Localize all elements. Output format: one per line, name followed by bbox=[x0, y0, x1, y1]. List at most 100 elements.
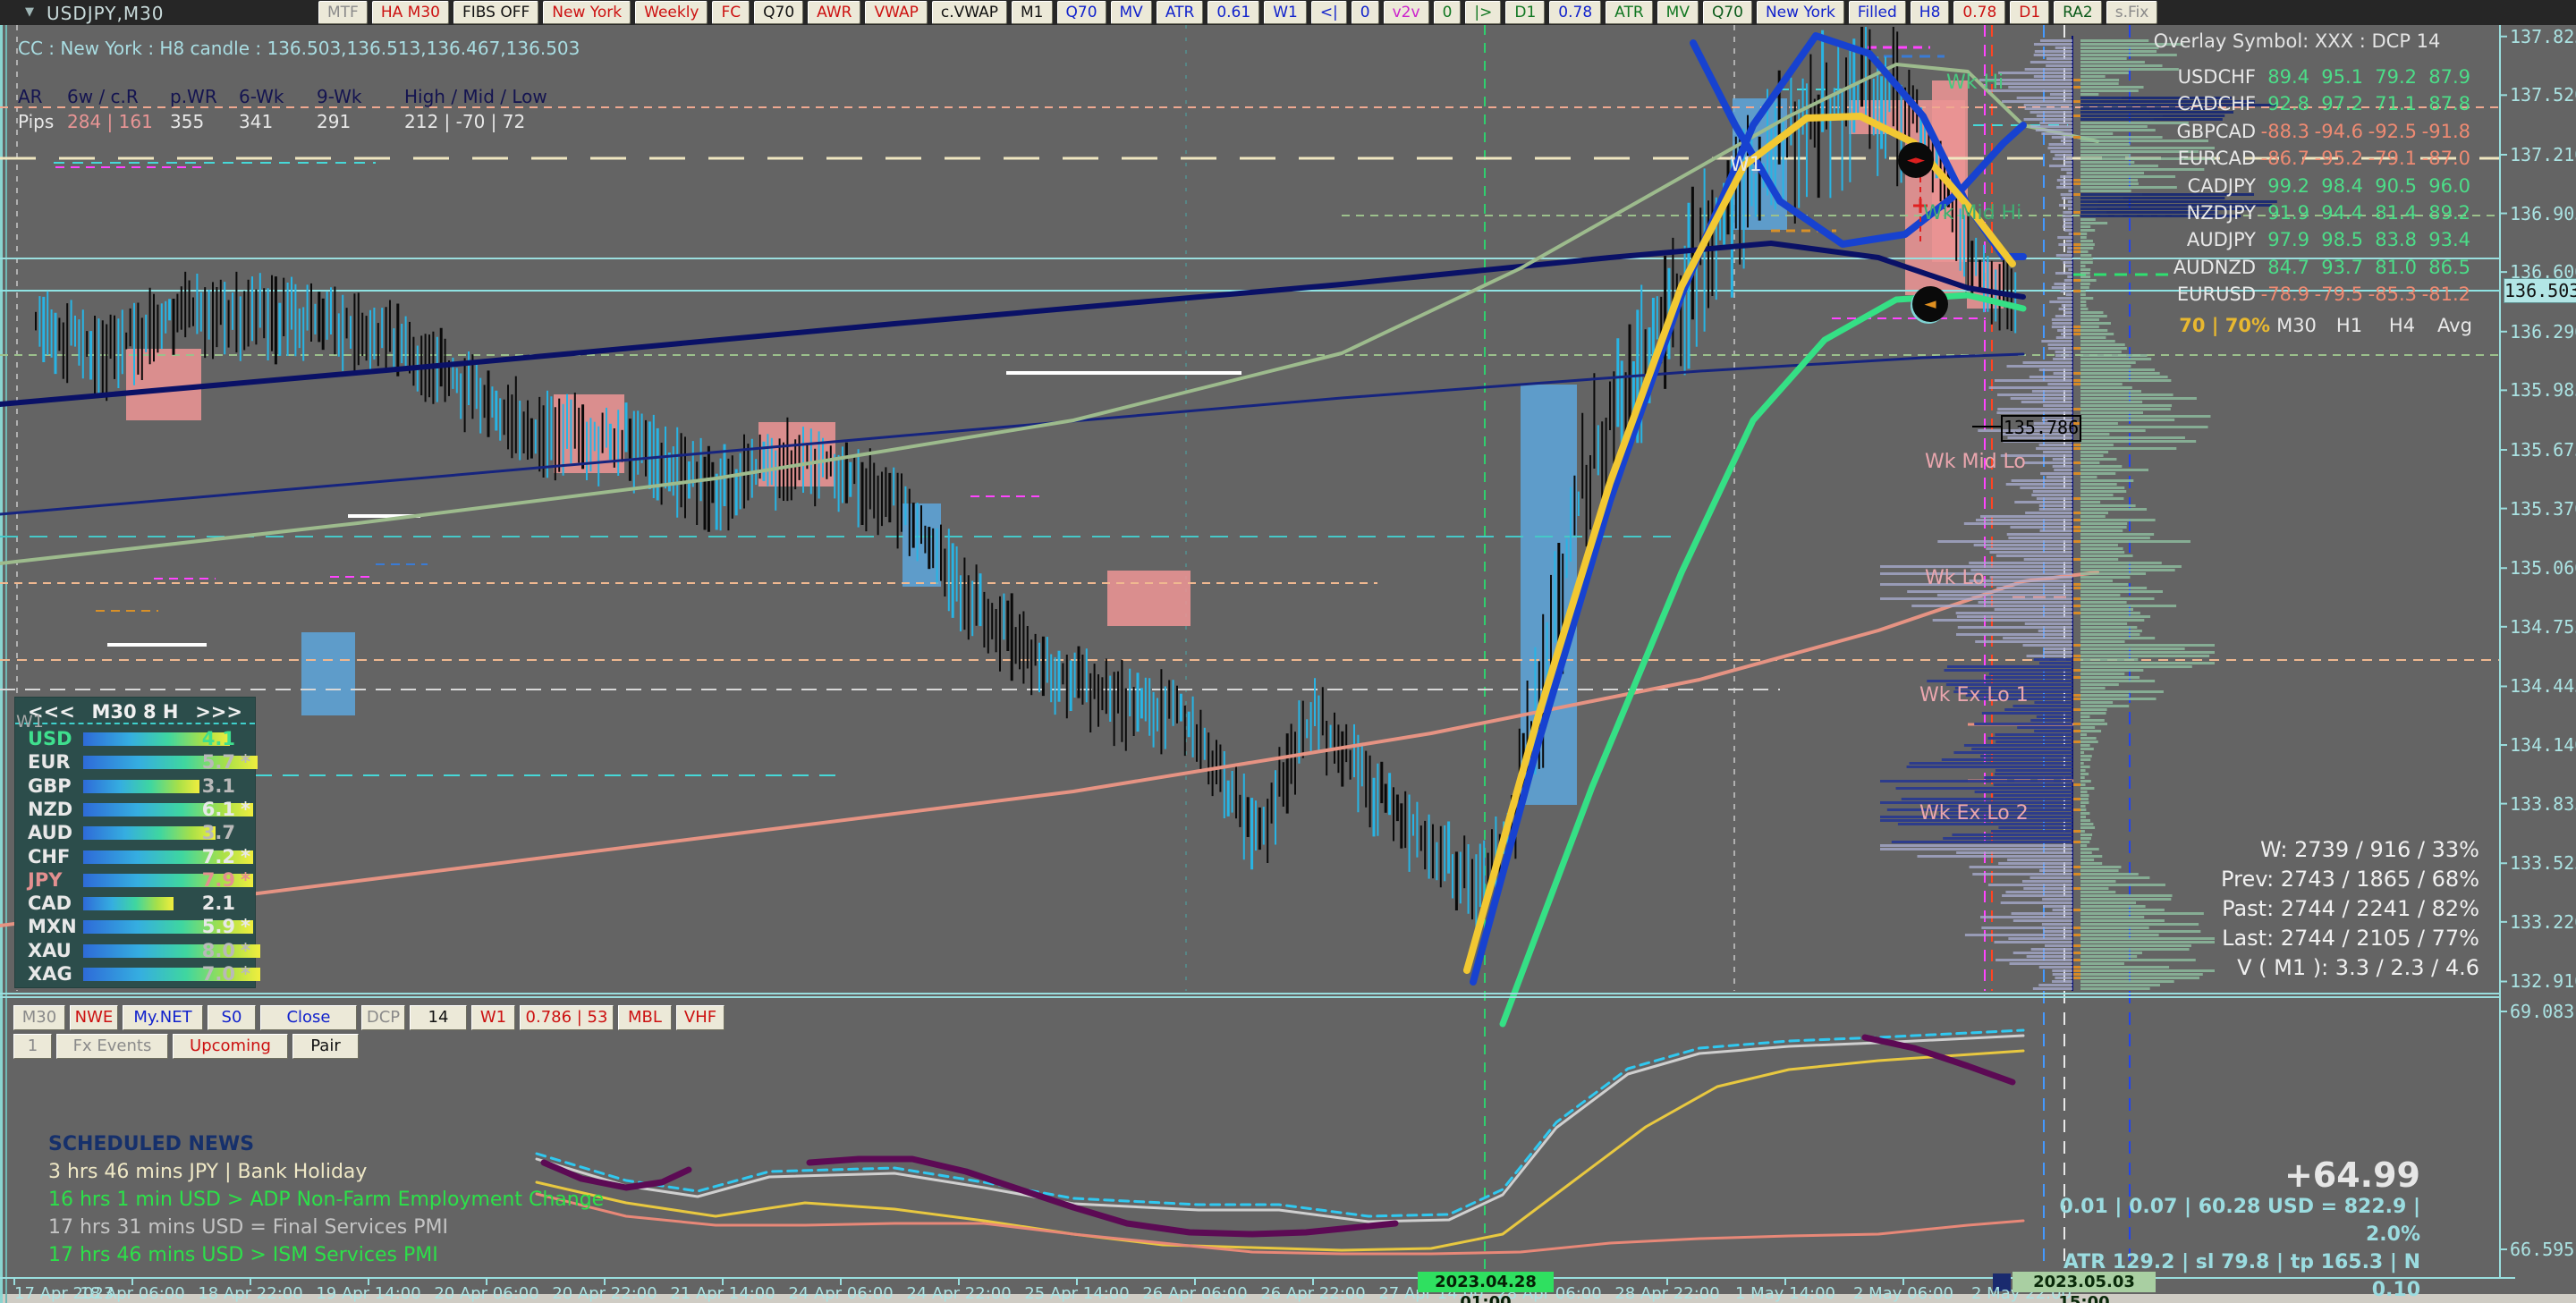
overlay-symbol: EURCAD bbox=[2177, 148, 2256, 170]
strength-star: * bbox=[241, 751, 250, 774]
symbol-dropdown-icon[interactable]: ▼ bbox=[25, 5, 34, 19]
strength-row-gbp: GBP 3.1 bbox=[15, 775, 255, 799]
overlay-value: -88.3 bbox=[2260, 120, 2309, 142]
indicator-toolbar-row1: M30 NWE My.NET S0 Close DCP 14 W1 0.786 | 53 MBL V… bbox=[13, 1005, 724, 1030]
toolbar-button-weekly[interactable]: Weekly bbox=[635, 1, 708, 24]
reversal-marker-icon[interactable]: ◄► bbox=[1898, 142, 1934, 178]
ar-col-header: 6w / c.R bbox=[67, 86, 139, 107]
toolbar-button-new-york[interactable]: New York bbox=[1756, 1, 1844, 24]
overlay-value: 84.7 bbox=[2267, 256, 2309, 278]
time-axis-label: 17 Apr 2023 bbox=[14, 1284, 114, 1303]
strength-row-xau: XAU 8.0 * bbox=[15, 940, 260, 963]
strength-bar bbox=[83, 968, 260, 981]
toolbar-button-vwap[interactable]: VWAP bbox=[865, 1, 928, 24]
bottom-button-pair[interactable]: Pair bbox=[292, 1034, 359, 1059]
toolbar-button-mtf[interactable]: MTF bbox=[318, 1, 368, 24]
bottom-button-s0[interactable]: S0 bbox=[208, 1005, 256, 1030]
toolbar-button-0-78[interactable]: 0.78 bbox=[1953, 1, 2006, 24]
time-axis-label: 25 Apr 14:00 bbox=[1024, 1284, 1130, 1303]
toolbar-button-awr[interactable]: AWR bbox=[808, 1, 861, 24]
sell-marker-icon[interactable]: ◄ bbox=[1912, 286, 1948, 322]
time-axis-label: 2 May 06:00 bbox=[1853, 1284, 1953, 1303]
bottom-button-14[interactable]: 14 bbox=[410, 1005, 467, 1030]
ar-col-header: 9-Wk bbox=[317, 86, 362, 107]
toolbar-button-w1[interactable]: W1 bbox=[1264, 1, 1307, 24]
overlay-value: 93.4 bbox=[2428, 229, 2470, 251]
weekly-ext-low2-label: Wk Ex Lo 2 bbox=[1919, 802, 2029, 825]
toolbar-button-fibs-off[interactable]: FIBS OFF bbox=[453, 1, 539, 24]
toolbar-buttons: MTF HA M30 FIBS OFF New York Weekly FC Q70 AWR V… bbox=[318, 1, 2158, 24]
toolbar-button-filled[interactable]: Filled bbox=[1848, 1, 1906, 24]
overlay-value: 87.8 bbox=[2428, 93, 2470, 115]
price-axis-label: 137.825 bbox=[2510, 25, 2576, 47]
toolbar-button-0[interactable]: 0 bbox=[1433, 1, 1462, 24]
toolbar-button-d1[interactable]: D1 bbox=[1505, 1, 1546, 24]
toolbar-button-v2v[interactable]: v2v bbox=[1383, 1, 1429, 24]
strength-currency-label: JPY bbox=[28, 868, 63, 891]
toolbar-button-m1[interactable]: M1 bbox=[1012, 1, 1053, 24]
strength-row-usd: USD 4.1 bbox=[15, 728, 255, 751]
strength-row-nzd: NZD 6.1 * bbox=[15, 799, 255, 822]
overlay-column-header: H1 bbox=[2335, 314, 2363, 336]
toolbar-button-0-78[interactable]: 0.78 bbox=[1549, 1, 1602, 24]
bottom-button-upcoming[interactable]: Upcoming bbox=[173, 1034, 288, 1059]
overlay-symbol: EURUSD bbox=[2176, 283, 2256, 306]
overlay-value: 98.4 bbox=[2321, 174, 2363, 197]
price-axis-label: 132.910 bbox=[2510, 970, 2576, 993]
toolbar-button-mv[interactable]: MV bbox=[1657, 1, 1699, 24]
strength-value: 7.2 bbox=[201, 845, 235, 867]
toolbar-button-new-york[interactable]: New York bbox=[543, 1, 631, 24]
toolbar-button-0[interactable]: 0 bbox=[1351, 1, 1379, 24]
bottom-button-nwe[interactable]: NWE bbox=[70, 1005, 118, 1030]
toolbar-button-atr[interactable]: ATR bbox=[1606, 1, 1653, 24]
toolbar-button-atr[interactable]: ATR bbox=[1156, 1, 1204, 24]
strength-value: 5.7 bbox=[201, 751, 235, 774]
toolbar-button-q70[interactable]: Q70 bbox=[1702, 1, 1752, 24]
pips-row-label: Pips bbox=[18, 111, 55, 132]
bottom-button-my-net[interactable]: My.NET bbox=[123, 1005, 203, 1030]
toolbar-button-ha-m30[interactable]: HA M30 bbox=[371, 1, 449, 24]
bottom-button-w1[interactable]: W1 bbox=[471, 1005, 515, 1030]
price-axis-label: 137.210 bbox=[2510, 143, 2576, 165]
toolbar-button--[interactable]: <| bbox=[1310, 1, 1347, 24]
price-axis-label: 134.755 bbox=[2510, 615, 2576, 638]
toolbar-button--[interactable]: |> bbox=[1465, 1, 1502, 24]
weekly-ext-low1-label: Wk Ex Lo 1 bbox=[1919, 684, 2029, 706]
bottom-button-0-786-53[interactable]: 0.786 | 53 bbox=[520, 1005, 614, 1030]
overlay-row-audjpy: AUDJPY 97.9 98.5 83.8 93.4 bbox=[2136, 229, 2490, 254]
volume-stats-line: W: 2739 / 916 / 33% bbox=[2260, 837, 2479, 862]
news-item: 3 hrs 46 mins JPY | Bank Holiday bbox=[48, 1161, 368, 1183]
strength-prev-button[interactable]: <<< bbox=[28, 701, 75, 723]
ar-col-header: High / Mid / Low bbox=[404, 86, 547, 107]
toolbar-button-s-fix[interactable]: s.Fix bbox=[2106, 1, 2158, 24]
toolbar-button-c-vwap[interactable]: c.VWAP bbox=[931, 1, 1008, 24]
bottom-button-vhf[interactable]: VHF bbox=[676, 1005, 724, 1030]
bottom-button-mbl[interactable]: MBL bbox=[618, 1005, 672, 1030]
toolbar-button-0-61[interactable]: 0.61 bbox=[1208, 1, 1260, 24]
toolbar-button-mv[interactable]: MV bbox=[1110, 1, 1152, 24]
news-item: 17 hrs 46 mins USD > ISM Services PMI bbox=[48, 1244, 438, 1266]
strength-next-button[interactable]: >>> bbox=[195, 701, 242, 723]
toolbar-button-d1[interactable]: D1 bbox=[2010, 1, 2050, 24]
bottom-button-close[interactable]: Close bbox=[260, 1005, 357, 1030]
overlay-symbols-panel: Overlay Symbol: XXX : DCP 14 USDCHF 89.4 9… bbox=[2136, 30, 2490, 336]
toolbar-button-fc[interactable]: FC bbox=[712, 1, 750, 24]
price-axis-label: 136.905 bbox=[2510, 202, 2576, 224]
strength-bar bbox=[83, 850, 253, 864]
strength-row-eur: EUR 5.7 * bbox=[15, 751, 258, 774]
bottom-button-1[interactable]: 1 bbox=[13, 1034, 52, 1059]
strength-row-chf: CHF 7.2 * bbox=[15, 846, 255, 869]
weekly-mid-low-label: Wk Mid Lo bbox=[1925, 451, 2026, 473]
price-axis-label: 135.060 bbox=[2510, 557, 2576, 580]
toolbar-button-h8[interactable]: H8 bbox=[1910, 1, 1950, 24]
bottom-button-dcp[interactable]: DCP bbox=[361, 1005, 405, 1030]
bottom-button-fx-events[interactable]: Fx Events bbox=[56, 1034, 168, 1059]
strength-row-xag: XAG 7.0 * bbox=[15, 963, 260, 986]
bottom-button-m30[interactable]: M30 bbox=[13, 1005, 65, 1030]
price-axis-label: 134.445 bbox=[2510, 675, 2576, 698]
toolbar-button-q70[interactable]: Q70 bbox=[1056, 1, 1106, 24]
toolbar-button-ra2[interactable]: RA2 bbox=[2054, 1, 2102, 24]
toolbar-button-q70[interactable]: Q70 bbox=[754, 1, 804, 24]
